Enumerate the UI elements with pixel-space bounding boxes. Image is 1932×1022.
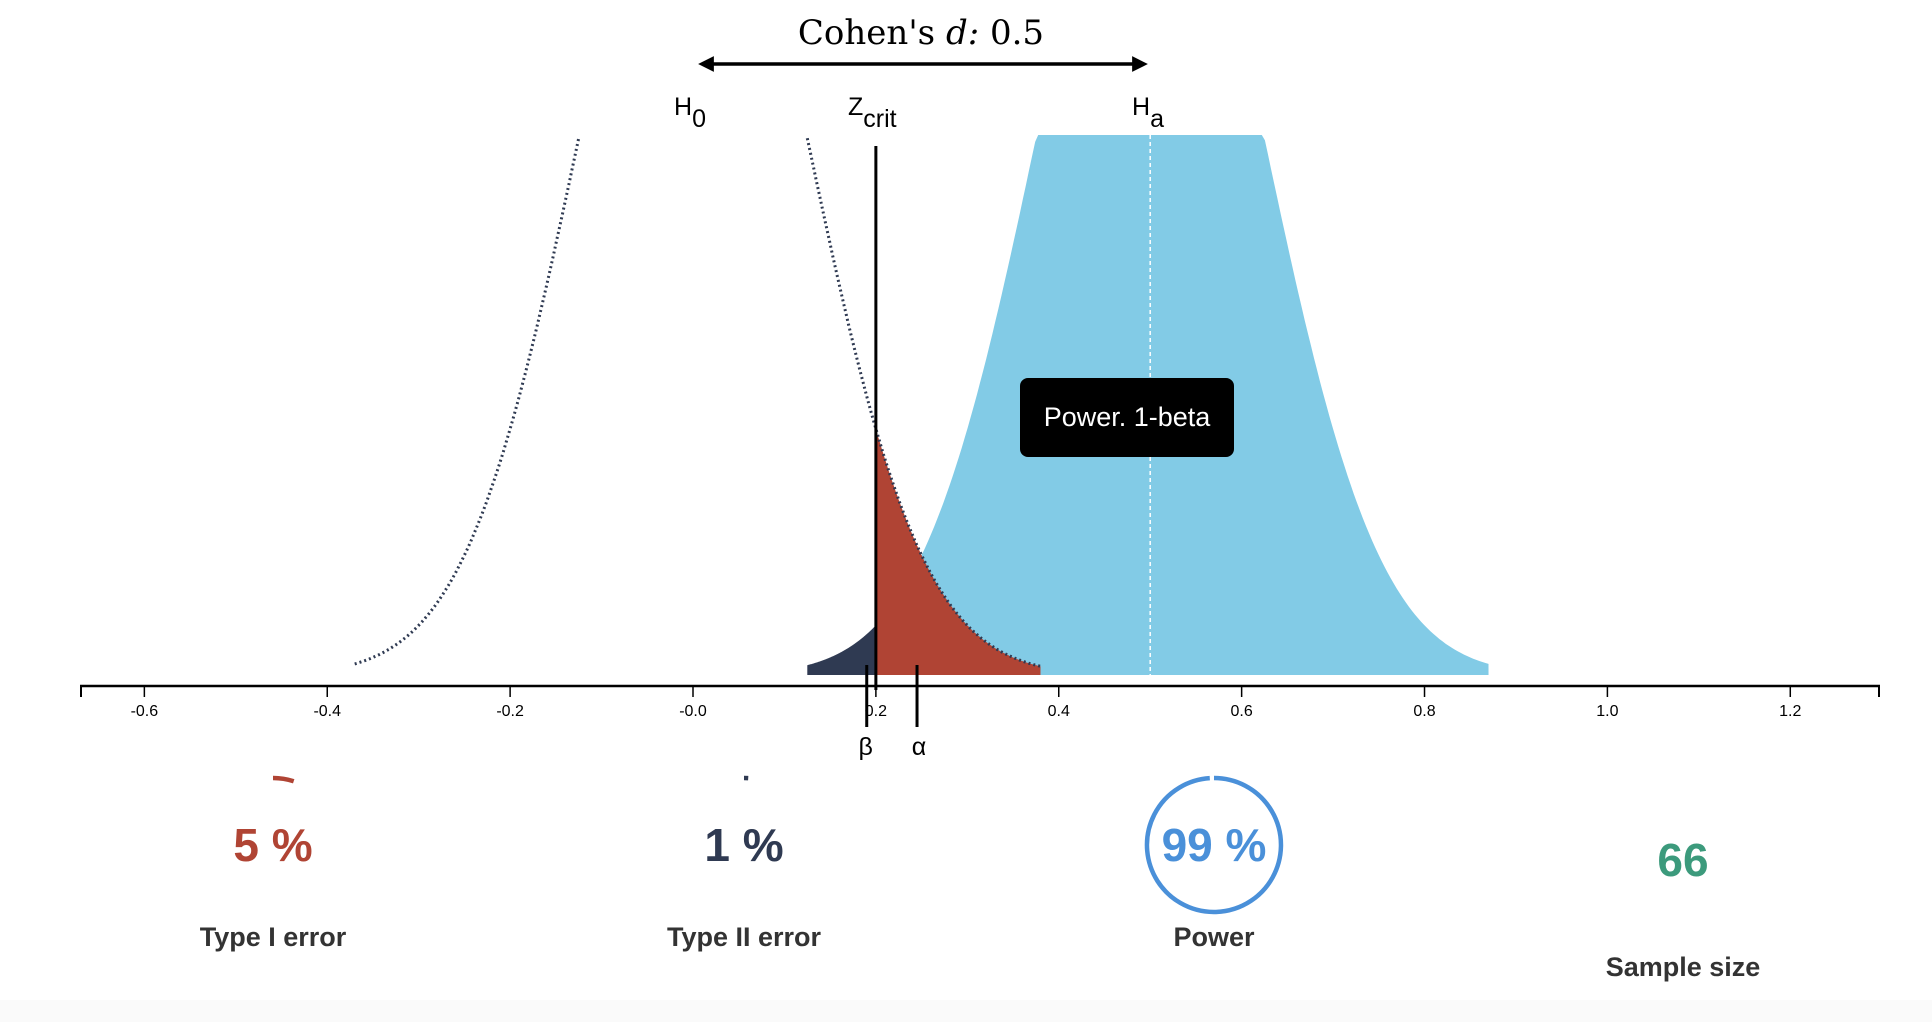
x-tick-label: 0.8	[1413, 703, 1435, 720]
sample-size-value: 66	[1657, 834, 1709, 886]
chart-title: Cohen's d: 0.5	[798, 13, 1044, 53]
alpha-label: α	[912, 733, 926, 761]
x-tick-label: -0.0	[679, 703, 707, 720]
x-tick-label: -0.6	[131, 703, 159, 720]
x-tick-label: 0.6	[1231, 703, 1253, 720]
power-label: Power	[1173, 922, 1255, 952]
ha-label: Ha	[1132, 93, 1164, 133]
type-ii-error-label: Type II error	[666, 922, 822, 952]
type-ii-error-value: 1 %	[704, 819, 784, 871]
h0-label: H0	[674, 93, 706, 133]
progress-ring	[272, 775, 295, 784]
beta-label: β	[859, 733, 873, 761]
footer-band	[0, 1000, 1932, 1022]
x-tick-label: 0.2	[865, 703, 887, 720]
type-i-error-value: 5 %	[233, 819, 313, 871]
progress-ring	[1144, 775, 1284, 915]
power-value: 99 %	[1161, 819, 1267, 871]
type-i-error-label: Type I error	[199, 922, 347, 952]
x-tick-label: 1.2	[1779, 703, 1801, 720]
x-tick-label: 1.0	[1596, 703, 1618, 720]
x-tick-label: -0.4	[313, 703, 341, 720]
x-tick-label: 0.4	[1048, 703, 1070, 720]
power-tooltip: Power. 1-beta	[1020, 378, 1234, 457]
x-axis: -0.6 -0.4 -0.2 -0.0 0.2 0.4 0.6 0.8 1.0 1.2	[80, 684, 1880, 720]
x-tick-label: -0.2	[496, 703, 524, 720]
sample-size-label: Sample size	[1605, 952, 1761, 982]
type-ii-area	[807, 625, 876, 675]
null-distribution-curve	[354, 137, 1041, 668]
zcrit-label: Zcrit	[848, 93, 897, 133]
type-i-area	[875, 428, 1041, 675]
